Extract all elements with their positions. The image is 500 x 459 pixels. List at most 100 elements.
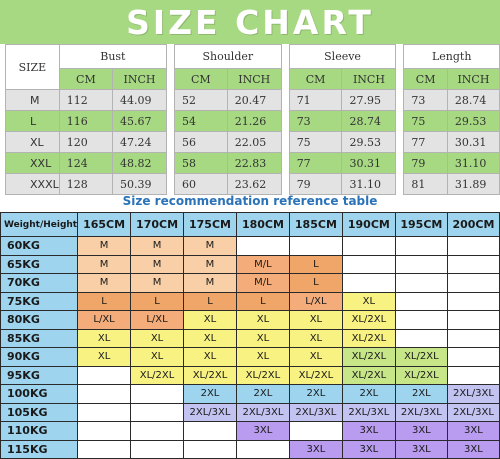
weight-label: 100KG <box>0 384 79 404</box>
size-header: SIZE <box>5 44 60 90</box>
size-label: M <box>5 89 60 111</box>
size-recommendation-cell <box>77 384 132 404</box>
size-value: 77 <box>403 131 448 153</box>
size-value: 20.47 <box>226 89 282 111</box>
size-value: 29.53 <box>341 131 397 153</box>
size-recommendation-cell: L/XL <box>77 310 132 330</box>
size-value: 81 <box>403 173 448 195</box>
size-value: 116 <box>58 110 114 132</box>
size-value: 73 <box>403 89 448 111</box>
size-label: L <box>5 110 60 132</box>
size-value: 45.67 <box>112 110 167 132</box>
size-recommendation-cell: M <box>183 273 237 293</box>
size-recommendation-cell <box>130 402 185 422</box>
size-row: L 116 45.67 54 21.26 73 28.74 75 29.53 <box>5 110 500 132</box>
size-recommendation-cell <box>446 273 500 293</box>
size-value: 48.82 <box>112 152 167 174</box>
size-value: 79 <box>403 152 448 174</box>
size-value: 30.31 <box>341 152 397 174</box>
weight-label: 80KG <box>0 310 79 330</box>
weight-label: 115KG <box>0 439 79 459</box>
size-chart-table: SIZE Bust Shoulder Sleeve Length CM INCH… <box>5 44 500 195</box>
size-recommendation-cell <box>341 273 396 293</box>
group-bust: Bust <box>58 44 167 69</box>
size-recommendation-cell: XL <box>288 347 343 367</box>
size-recommendation-cell <box>183 421 237 441</box>
size-value: 23.62 <box>226 173 282 195</box>
size-value: 56 <box>173 131 228 153</box>
size-value: 44.09 <box>112 89 167 111</box>
group-sleeve: Sleeve <box>288 44 397 69</box>
size-chart-group-header: SIZE Bust Shoulder Sleeve Length <box>5 44 500 195</box>
size-recommendation-cell: XL <box>288 328 343 348</box>
size-value: 27.95 <box>341 89 397 111</box>
size-recommendation-cell: XL <box>130 328 185 348</box>
size-recommendation-cell: XL/2XL <box>341 328 396 348</box>
size-label: XL <box>5 131 60 153</box>
size-recommendation-cell: M/L <box>235 273 290 293</box>
size-recommendation-cell <box>130 384 185 404</box>
size-recommendation-cell <box>394 236 448 256</box>
group-length: Length <box>403 44 500 69</box>
size-recommendation-cell: L <box>288 254 343 274</box>
height-header: 180CM <box>235 212 290 237</box>
weight-row: 75KG L L L L L/XL XL <box>0 291 500 311</box>
size-recommendation-cell: XL/2XL <box>341 365 396 385</box>
weight-height-corner: Weight/Height <box>0 212 79 237</box>
size-recommendation-cell <box>77 402 132 422</box>
unit-header: INCH <box>341 68 397 90</box>
size-recommendation-cell: L <box>183 291 237 311</box>
size-recommendation-cell: XL <box>288 310 343 330</box>
height-header: 170CM <box>130 212 185 237</box>
size-recommendation-cell: M <box>183 254 237 274</box>
weight-row: 95KG XL/2XL XL/2XL XL/2XL XL/2XL XL/2XL XL/2XL <box>0 365 500 385</box>
size-value: 71 <box>288 89 343 111</box>
height-header: 175CM <box>183 212 237 237</box>
weight-row: 70KG M M M M/L L <box>0 273 500 293</box>
size-recommendation-cell <box>77 365 132 385</box>
size-recommendation-cell <box>394 254 448 274</box>
size-recommendation-cell: XL/2XL <box>341 310 396 330</box>
size-recommendation-cell: XL <box>341 291 396 311</box>
size-value: 54 <box>173 110 228 132</box>
height-header: 185CM <box>288 212 343 237</box>
size-value: 128 <box>58 173 114 195</box>
size-value: 31.89 <box>446 173 500 195</box>
size-recommendation-cell: M <box>77 273 132 293</box>
size-recommendation-cell: XL/2XL <box>235 365 290 385</box>
size-recommendation-cell: L/XL <box>130 310 185 330</box>
weight-row: 115KG 3XL 3XL 3XL 3XL <box>0 439 500 459</box>
weight-label: 75KG <box>0 291 79 311</box>
size-recommendation-cell: 3XL <box>394 421 448 441</box>
size-recommendation-cell: 2XL/3XL <box>446 384 500 404</box>
size-recommendation-cell: 2XL <box>235 384 290 404</box>
size-recommendation-cell: XL/2XL <box>130 365 185 385</box>
size-recommendation-cell: L <box>77 291 132 311</box>
unit-header: INCH <box>226 68 282 90</box>
weight-row: 90KG XL XL XL XL XL XL/2XL XL/2XL <box>0 347 500 367</box>
size-recommendation-cell <box>288 421 343 441</box>
size-value: 73 <box>288 110 343 132</box>
weight-label: 70KG <box>0 273 79 293</box>
size-recommendation-cell <box>77 439 132 459</box>
size-recommendation-cell <box>394 291 448 311</box>
size-recommendation-cell: 2XL/3XL <box>288 402 343 422</box>
size-chart-banner: SIZE CHART <box>0 0 500 44</box>
size-value: 75 <box>288 131 343 153</box>
size-recommendation-cell <box>77 421 132 441</box>
size-value: 79 <box>288 173 343 195</box>
size-row: XL 120 47.24 56 22.05 75 29.53 77 30.31 <box>5 131 500 153</box>
size-recommendation-cell <box>446 365 500 385</box>
weight-row: 85KG XL XL XL XL XL XL/2XL <box>0 328 500 348</box>
size-value: 30.31 <box>446 131 500 153</box>
size-value: 22.83 <box>226 152 282 174</box>
size-value: 31.10 <box>446 152 500 174</box>
size-recommendation-cell <box>341 254 396 274</box>
weight-label: 95KG <box>0 365 79 385</box>
size-recommendation-cell: 2XL <box>341 384 396 404</box>
size-value: 77 <box>288 152 343 174</box>
unit-header: INCH <box>112 68 167 90</box>
height-header: 200CM <box>446 212 500 237</box>
size-chart-unit-header: CM INCH CM INCH CM INCH CM INCH <box>6 68 500 90</box>
weight-row: 80KG L/XL L/XL XL XL XL XL/2XL <box>0 310 500 330</box>
